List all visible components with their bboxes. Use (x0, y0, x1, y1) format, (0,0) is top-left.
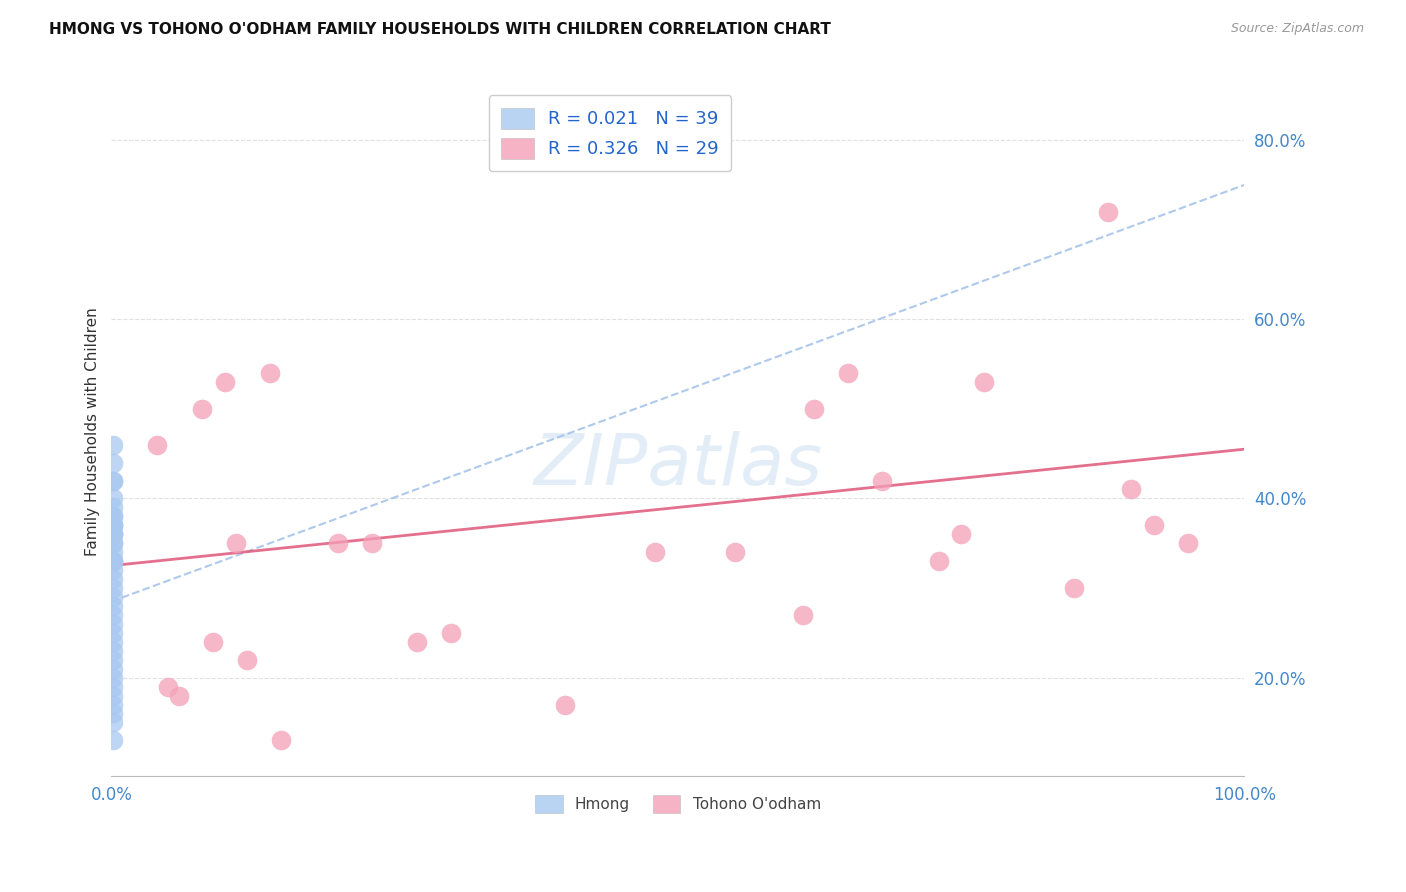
Point (1097, 204, 1119, 219)
Legend: Hmong, Tohono O'odham: Hmong, Tohono O'odham (524, 785, 831, 823)
Point (101, 616, 124, 631)
Point (101, 581, 124, 595)
Point (101, 491, 124, 506)
Point (101, 653, 124, 667)
Point (1063, 581, 1085, 595)
Point (101, 706, 124, 721)
Point (101, 563, 124, 577)
Point (101, 662, 124, 676)
Point (1119, 483, 1142, 497)
Point (145, 438, 167, 452)
Point (101, 554, 124, 568)
Text: ZIPatlas: ZIPatlas (533, 431, 823, 500)
Point (236, 653, 259, 667)
Point (101, 671, 124, 685)
Point (101, 644, 124, 658)
Point (440, 625, 463, 640)
Point (792, 607, 814, 622)
Point (191, 401, 214, 416)
Point (101, 572, 124, 586)
Point (259, 366, 281, 380)
Text: HMONG VS TOHONO O'ODHAM FAMILY HOUSEHOLDS WITH CHILDREN CORRELATION CHART: HMONG VS TOHONO O'ODHAM FAMILY HOUSEHOLD… (49, 22, 831, 37)
Point (101, 527, 124, 541)
Point (101, 554, 124, 568)
Point (157, 680, 180, 694)
Point (101, 625, 124, 640)
Point (101, 554, 124, 568)
Point (1177, 536, 1199, 550)
Point (723, 545, 745, 559)
Point (928, 554, 950, 568)
Point (1143, 518, 1166, 533)
Point (644, 545, 666, 559)
Point (361, 536, 384, 550)
Point (101, 518, 124, 533)
Point (101, 509, 124, 524)
Point (101, 500, 124, 515)
Point (101, 536, 124, 550)
Point (101, 607, 124, 622)
Point (214, 375, 236, 389)
Point (101, 634, 124, 648)
Point (950, 527, 973, 541)
Point (101, 536, 124, 550)
Point (101, 545, 124, 559)
Point (101, 438, 124, 452)
Point (101, 456, 124, 470)
Point (101, 527, 124, 541)
Point (101, 474, 124, 488)
Y-axis label: Family Households with Children: Family Households with Children (86, 307, 100, 556)
Point (554, 698, 576, 712)
Point (973, 375, 995, 389)
Point (837, 366, 859, 380)
Point (101, 733, 124, 747)
Point (326, 536, 349, 550)
Point (202, 634, 225, 648)
Point (406, 634, 429, 648)
Point (225, 536, 247, 550)
Point (803, 401, 825, 416)
Point (101, 474, 124, 488)
Point (101, 518, 124, 533)
Point (101, 715, 124, 730)
Point (101, 689, 124, 703)
Point (169, 689, 191, 703)
Point (870, 474, 893, 488)
Point (101, 698, 124, 712)
Point (101, 527, 124, 541)
Text: Source: ZipAtlas.com: Source: ZipAtlas.com (1230, 22, 1364, 36)
Point (101, 590, 124, 604)
Point (101, 599, 124, 613)
Point (101, 509, 124, 524)
Point (101, 518, 124, 533)
Point (101, 680, 124, 694)
Point (270, 733, 292, 747)
